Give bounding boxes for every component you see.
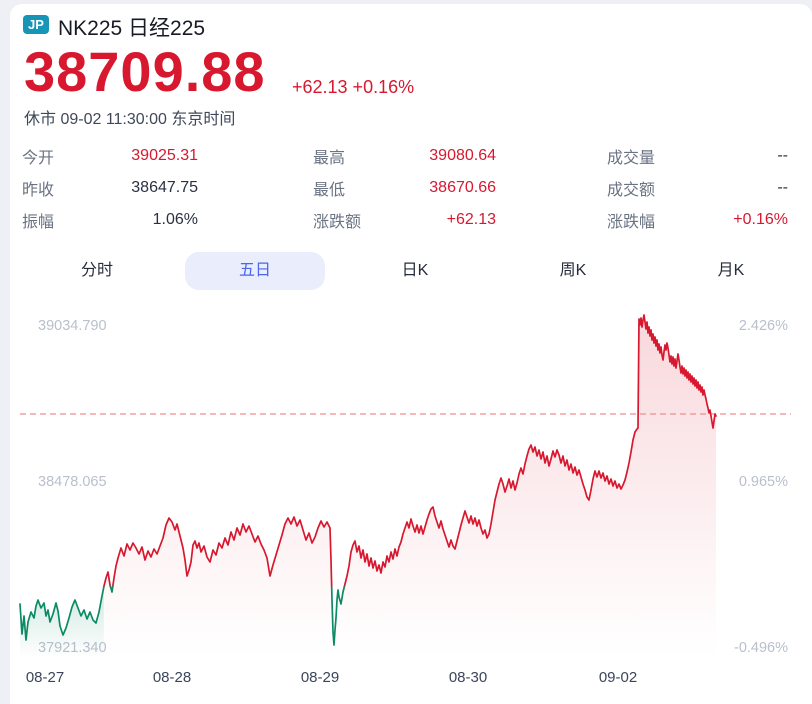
stats-column-1: 今开 39025.31 昨收 38647.75 振幅 1.06%	[22, 140, 198, 236]
current-price: 38709.88	[24, 40, 266, 103]
stat-row: 涨跌额 +62.13	[313, 204, 496, 236]
x-axis-label: 08-27	[25, 669, 65, 686]
stat-value: 39080.64	[429, 147, 496, 164]
chart-canvas[interactable]	[0, 300, 812, 660]
stat-label: 最低	[313, 182, 346, 199]
stat-value: 38647.75	[131, 179, 198, 196]
stat-label: 最高	[313, 150, 346, 167]
stat-value: 39025.31	[131, 147, 198, 164]
stats-column-2: 最高 39080.64 最低 38670.66 涨跌额 +62.13	[313, 140, 496, 236]
stat-label: 振幅	[22, 214, 55, 231]
tab-five-day[interactable]: 五日	[185, 252, 325, 290]
y-axis-percent-mid: 0.965%	[738, 474, 788, 490]
stats-column-3: 成交量 -- 成交额 -- 涨跌幅 +0.16%	[607, 140, 788, 236]
stat-value: +62.13	[446, 211, 496, 228]
stat-label: 涨跌幅	[607, 214, 656, 231]
chart-line	[19, 314, 717, 646]
x-axis-label: 08-28	[152, 669, 192, 686]
x-axis-label: 08-29	[300, 669, 340, 686]
y-axis-percent-bottom: -0.496%	[733, 640, 788, 656]
stat-value: --	[777, 147, 788, 164]
stat-row: 成交额 --	[607, 172, 788, 204]
stat-row: 涨跌幅 +0.16%	[607, 204, 788, 236]
stat-label: 涨跌额	[313, 214, 362, 231]
stat-value: 38670.66	[429, 179, 496, 196]
x-axis-label: 08-30	[448, 669, 488, 686]
stat-label: 今开	[22, 150, 55, 167]
market-status: 休市 09-02 11:30:00 东京时间	[24, 111, 236, 128]
stat-row: 昨收 38647.75	[22, 172, 198, 204]
price-change: +62.13 +0.16%	[292, 77, 415, 97]
stat-label: 成交额	[607, 182, 656, 199]
y-axis-price-mid: 38478.065	[38, 474, 107, 490]
stat-row: 成交量 --	[607, 140, 788, 172]
stat-row: 振幅 1.06%	[22, 204, 198, 236]
stat-row: 最高 39080.64	[313, 140, 496, 172]
chart-area-fills	[20, 315, 717, 658]
stat-value: 1.06%	[152, 211, 198, 228]
stat-row: 最低 38670.66	[313, 172, 496, 204]
tab-minute[interactable]: 分时	[80, 262, 114, 279]
stat-label: 昨收	[22, 182, 55, 199]
x-axis-label: 09-02	[598, 669, 638, 686]
instrument-title: NK225 日经225	[58, 17, 206, 40]
tab-daily-k[interactable]: 日K	[401, 262, 429, 279]
tab-monthly-k[interactable]: 月K	[717, 262, 745, 279]
y-axis-percent-top: 2.426%	[738, 318, 788, 334]
stat-row: 今开 39025.31	[22, 140, 198, 172]
stat-value: +0.16%	[733, 211, 788, 228]
y-axis-price-top: 39034.790	[38, 318, 107, 334]
market-badge-jp: JP	[23, 15, 49, 34]
stat-label: 成交量	[607, 150, 656, 167]
stat-value: --	[777, 179, 788, 196]
tab-weekly-k[interactable]: 周K	[559, 262, 587, 279]
